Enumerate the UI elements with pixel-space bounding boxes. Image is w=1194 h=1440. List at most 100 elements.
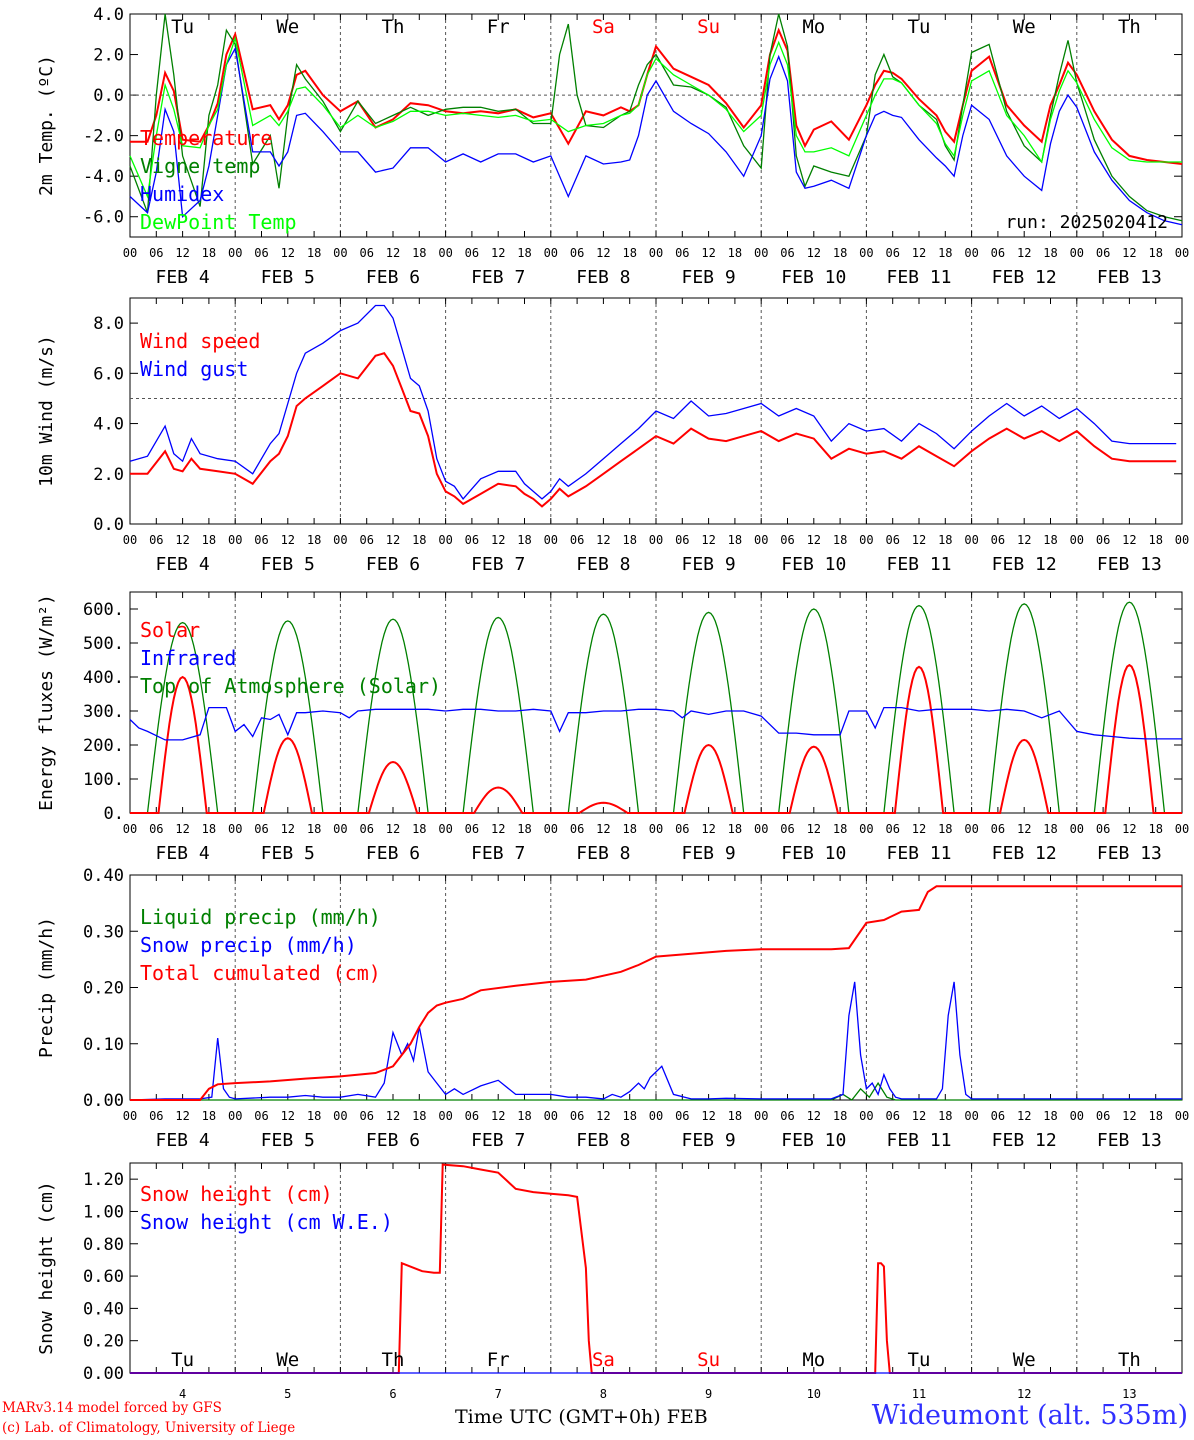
hour-tick-label: 06	[780, 1109, 794, 1123]
weekday-label: Tu	[908, 1349, 931, 1371]
hour-tick-label: 06	[780, 822, 794, 836]
hour-tick-label: 06	[570, 1109, 584, 1123]
y-tick-label: 0.30	[83, 922, 124, 942]
hour-tick-label: 00	[123, 246, 137, 260]
hour-tick-label: 12	[596, 1109, 610, 1123]
date-label: FEB 5	[261, 554, 315, 575]
hour-tick-label: 00	[649, 1109, 663, 1123]
hour-tick-label: 06	[1096, 822, 1110, 836]
y-tick-label: 1.00	[83, 1202, 124, 1222]
hour-tick-label: 06	[254, 533, 268, 547]
weekday-label: Sa	[592, 1349, 615, 1371]
model-credit: MARv3.14 model forced by GFS	[2, 1400, 222, 1416]
hour-tick-label: 06	[780, 246, 794, 260]
hour-tick-label: 06	[991, 1109, 1005, 1123]
hour-tick-label: 00	[1070, 246, 1084, 260]
hour-tick-label: 06	[254, 822, 268, 836]
hour-tick-label: 18	[833, 533, 847, 547]
date-label: FEB 8	[576, 843, 630, 864]
hour-tick-label: 18	[202, 1109, 216, 1123]
legend-infrared: Infrared	[140, 646, 236, 670]
y-tick-label: 4.0	[93, 415, 124, 435]
hour-tick-label: 12	[807, 1109, 821, 1123]
legend-snow-precip: Snow precip (mm/h)	[140, 933, 357, 957]
hour-tick-label: 00	[1175, 1109, 1189, 1123]
hour-tick-label: 18	[517, 1109, 531, 1123]
hour-tick-label: 00	[333, 246, 347, 260]
hour-tick-label: 00	[964, 822, 978, 836]
hour-tick-label: 00	[1070, 1109, 1084, 1123]
hour-tick-label: 12	[1122, 1109, 1136, 1123]
hour-tick-label: 00	[123, 533, 137, 547]
hour-tick-label: 06	[570, 533, 584, 547]
hour-tick-label: 12	[596, 533, 610, 547]
legend-humidex: Humidex	[140, 182, 224, 206]
day-number-label: 10	[807, 1387, 821, 1401]
hour-tick-label: 18	[1148, 1109, 1162, 1123]
day-number-label: 6	[389, 1387, 396, 1401]
legend-temperature: Temperature	[140, 126, 272, 150]
hour-tick-label: 12	[701, 822, 715, 836]
weekday-label: We	[276, 16, 299, 38]
hour-tick-label: 18	[517, 246, 531, 260]
weekday-label: Th	[382, 16, 405, 38]
lab-credit: (c) Lab. of Climatology, University of L…	[2, 1420, 296, 1436]
hour-tick-label: 18	[1043, 1109, 1057, 1123]
hour-tick-label: 18	[728, 1109, 742, 1123]
hour-tick-label: 12	[1017, 822, 1031, 836]
hour-tick-label: 00	[964, 1109, 978, 1123]
y-tick-label: 0.0	[93, 86, 124, 106]
weekday-label: We	[1013, 16, 1036, 38]
hour-tick-label: 00	[1070, 822, 1084, 836]
hour-tick-label: 00	[438, 1109, 452, 1123]
date-label: FEB 6	[366, 554, 420, 575]
hour-tick-label: 06	[465, 1109, 479, 1123]
hour-tick-label: 06	[885, 822, 899, 836]
hour-tick-label: 12	[491, 822, 505, 836]
hour-tick-label: 06	[149, 822, 163, 836]
hour-tick-label: 12	[386, 1109, 400, 1123]
hour-tick-label: 00	[859, 246, 873, 260]
date-label: FEB 6	[366, 1130, 420, 1151]
hour-tick-label: 06	[570, 822, 584, 836]
dewpoint-line	[129, 35, 1182, 199]
weekday-label: Su	[697, 16, 720, 38]
hour-tick-label: 00	[123, 1109, 137, 1123]
hour-tick-label: 00	[754, 1109, 768, 1123]
y-tick-label: 0.10	[83, 1035, 124, 1055]
date-label: FEB 4	[156, 843, 210, 864]
hour-tick-label: 06	[254, 1109, 268, 1123]
date-label: FEB 9	[682, 554, 736, 575]
hour-tick-label: 12	[281, 533, 295, 547]
hour-tick-label: 18	[833, 822, 847, 836]
date-label: FEB 12	[992, 267, 1057, 288]
date-label: FEB 9	[682, 1130, 736, 1151]
hour-tick-label: 12	[281, 246, 295, 260]
legend-dewpoint: DewPoint Temp	[140, 210, 297, 234]
hour-tick-label: 00	[964, 533, 978, 547]
hour-tick-label: 00	[859, 1109, 873, 1123]
weekday-label: Mo	[802, 1349, 825, 1371]
hour-tick-label: 00	[333, 533, 347, 547]
y-tick-label: 0.	[104, 804, 124, 824]
hour-tick-label: 18	[412, 533, 426, 547]
hour-tick-label: 18	[412, 1109, 426, 1123]
hour-tick-label: 12	[912, 1109, 926, 1123]
date-label: FEB 5	[261, 843, 315, 864]
hour-tick-label: 18	[307, 822, 321, 836]
hour-tick-label: 12	[1122, 822, 1136, 836]
total-cumulated-line	[130, 885, 1182, 1101]
y-tick-label: 0.60	[83, 1267, 124, 1287]
hour-tick-label: 12	[912, 822, 926, 836]
y-tick-label: 0.20	[83, 1332, 124, 1352]
hour-tick-label: 06	[675, 246, 689, 260]
date-label: FEB 5	[261, 267, 315, 288]
hour-tick-label: 06	[1096, 1109, 1110, 1123]
legend-wind-gust: Wind gust	[140, 357, 248, 381]
hour-tick-label: 06	[885, 246, 899, 260]
date-label: FEB 5	[261, 1130, 315, 1151]
y-tick-label: 300.	[83, 702, 124, 722]
hour-tick-label: 06	[149, 533, 163, 547]
date-label: FEB 4	[156, 554, 210, 575]
